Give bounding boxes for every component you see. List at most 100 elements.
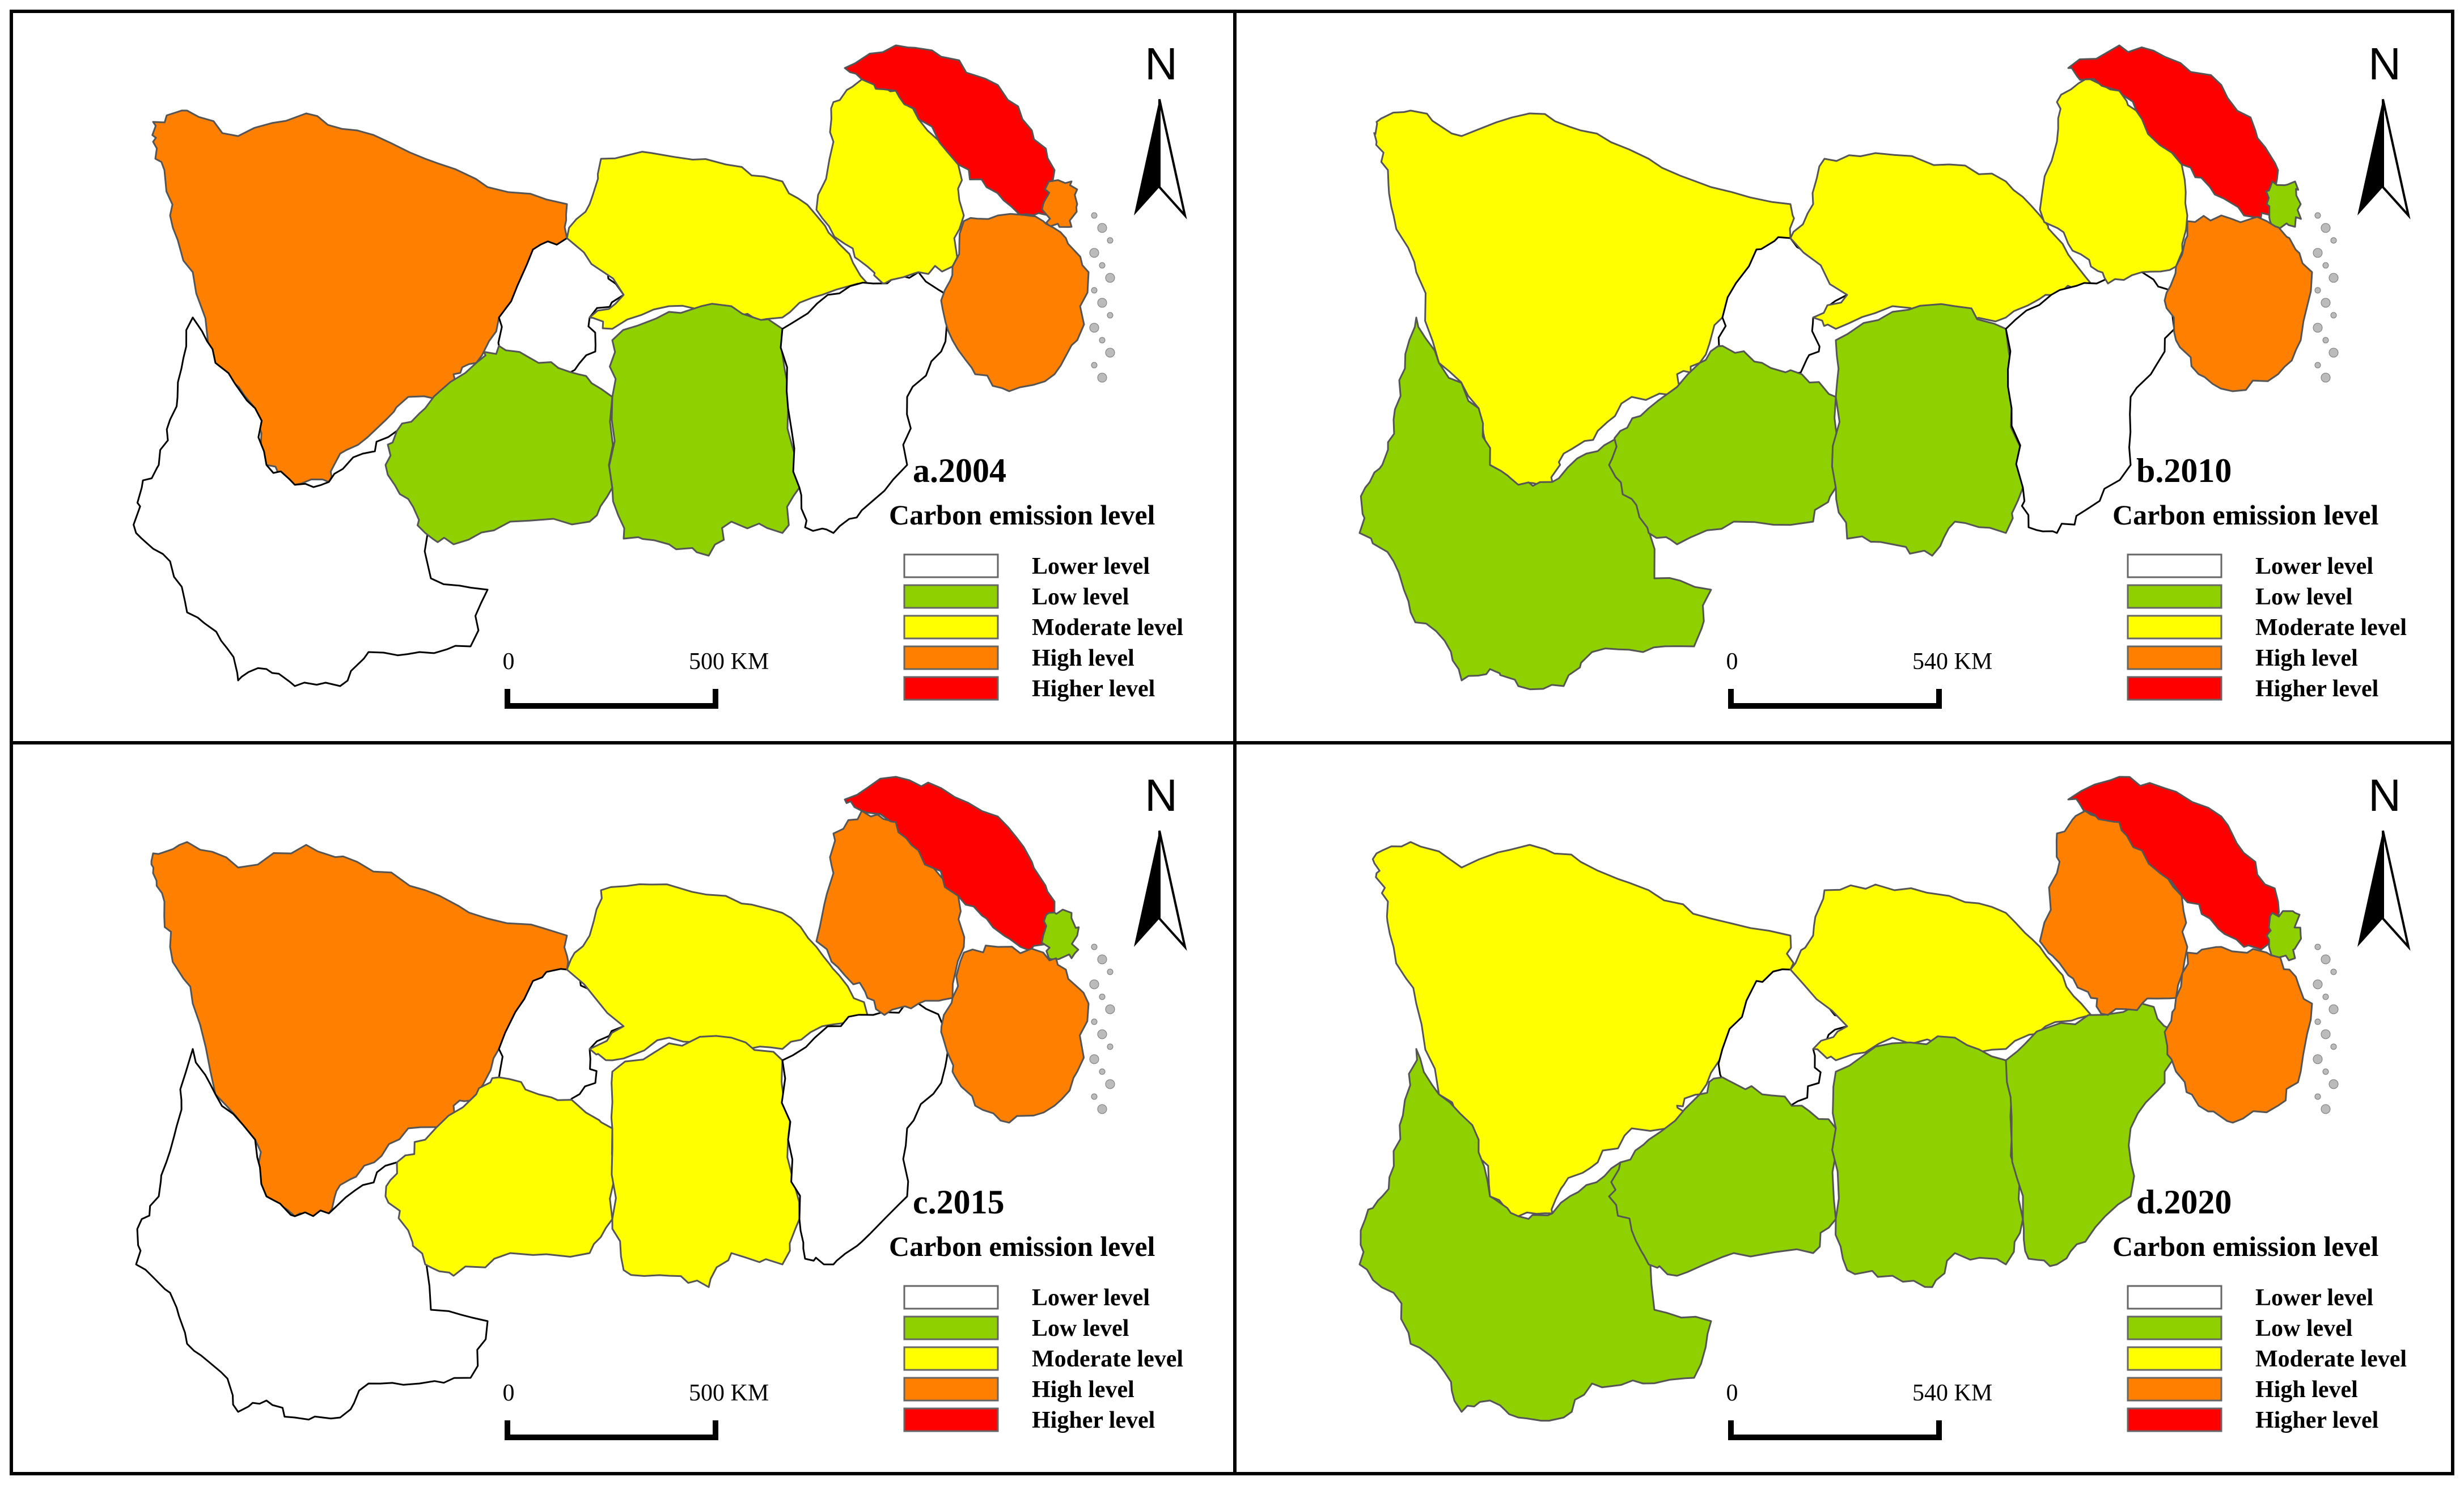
- region-anhui: [815, 78, 965, 285]
- scale-bar-line: [1728, 689, 1942, 709]
- panel-title: b.2010: [2136, 452, 2232, 489]
- region-zhejiang: [940, 213, 1090, 392]
- island: [1099, 337, 1106, 344]
- region-zhejiang: [940, 945, 1090, 1124]
- island: [2321, 373, 2331, 383]
- scale-start-label: 0: [503, 649, 515, 675]
- north-arrow: N: [1134, 39, 1187, 219]
- island: [1097, 223, 1107, 233]
- legend-swatch-higher: [2127, 1407, 2222, 1432]
- island: [1097, 1104, 1107, 1114]
- legend-swatch-lower: [2127, 1285, 2222, 1310]
- legend-swatch-higher: [903, 676, 999, 701]
- north-arrow-left-half: [1134, 831, 1159, 947]
- map-panel-a: Na.2004 Carbon emission level Lower level L…: [133, 39, 1187, 709]
- legend-swatch-high: [903, 1377, 999, 1402]
- scale-bar: 0 540 KM: [1726, 1380, 1992, 1440]
- north-arrow-right-half: [2382, 99, 2411, 219]
- island: [2328, 273, 2339, 283]
- north-arrow-right-half: [1158, 830, 1187, 951]
- legend-label-moderate: Moderate level: [2255, 1346, 2407, 1372]
- legend-swatch-lower: [2127, 553, 2222, 578]
- legend-label-lower: Lower level: [1032, 1285, 1150, 1311]
- scale-bar-line: [505, 1420, 718, 1440]
- north-arrow-right-half: [2382, 830, 2411, 951]
- island: [1089, 248, 1099, 258]
- island: [2328, 1079, 2339, 1089]
- legend-swatch-moderate: [903, 615, 999, 640]
- legend: Carbon emission level Lower level Low leve…: [2112, 1230, 2407, 1433]
- legend-swatch-moderate: [2127, 1346, 2222, 1371]
- legend-label-lower: Lower level: [2255, 553, 2373, 579]
- region-hunan: [1831, 1035, 2024, 1288]
- region-shanghai: [2266, 910, 2302, 962]
- region-hunan: [1831, 303, 2024, 557]
- legend-swatch-low: [2127, 584, 2222, 609]
- legend-swatch-low: [2127, 1315, 2222, 1340]
- island: [2330, 1043, 2337, 1050]
- scale-bar: 0 500 KM: [503, 1380, 769, 1440]
- region-guizhou: [1608, 1076, 1838, 1277]
- legend-swatch-high: [2127, 645, 2222, 670]
- panel-title: d.2020: [2136, 1183, 2232, 1221]
- region-zhejiang: [2164, 946, 2313, 1124]
- legend-swatch-lower: [903, 1285, 999, 1310]
- legend-label-high: High level: [2255, 645, 2358, 671]
- island: [1107, 312, 1114, 319]
- north-arrow-right-half: [1158, 99, 1187, 219]
- north-label: N: [1145, 770, 1178, 820]
- map-panel-b: Nb.2010 Carbon emission level Lower level L…: [1358, 39, 2411, 709]
- legend-swatch-high: [903, 645, 999, 670]
- legend-label-lower: Lower level: [2255, 1285, 2373, 1311]
- region-yunnan: [1358, 1048, 1712, 1422]
- panel-title: c.2015: [913, 1183, 1005, 1221]
- island: [2313, 979, 2323, 989]
- north-label: N: [2368, 39, 2401, 89]
- region-guizhou: [384, 1076, 617, 1277]
- island: [1099, 993, 1106, 1000]
- scale-end-label: 500 KM: [689, 649, 769, 675]
- legend-swatch-lower: [903, 553, 999, 578]
- north-arrow-left-half: [2357, 831, 2383, 947]
- island: [2313, 248, 2323, 258]
- island: [2328, 1004, 2339, 1014]
- scale-start-label: 0: [503, 1380, 515, 1406]
- scale-end-label: 540 KM: [1912, 1380, 1992, 1406]
- region-shanghai: [1041, 179, 1078, 228]
- legend-label-higher: Higher level: [1032, 676, 1155, 702]
- island: [1107, 968, 1114, 975]
- region-jiangsu: [844, 44, 1056, 217]
- island: [1099, 262, 1106, 269]
- island: [2321, 223, 2331, 233]
- legend-label-moderate: Moderate level: [1032, 1346, 1183, 1372]
- scale-start-label: 0: [1726, 1380, 1738, 1406]
- north-arrow-left-half: [1134, 99, 1159, 215]
- island: [1089, 1054, 1099, 1064]
- legend-label-higher: Higher level: [2255, 1407, 2378, 1433]
- scale-bar: 0 500 KM: [503, 649, 769, 709]
- legend-label-moderate: Moderate level: [2255, 615, 2407, 641]
- island: [1097, 954, 1107, 964]
- legend-swatch-low: [903, 1315, 999, 1340]
- island: [2314, 1093, 2321, 1100]
- map-panel-d: Nd.2020 Carbon emission level Lower level L…: [1358, 770, 2411, 1440]
- region-hunan: [608, 303, 801, 557]
- legend-label-higher: Higher level: [2255, 676, 2378, 702]
- region-sichuan: [1373, 109, 1795, 486]
- legend-label-high: High level: [2255, 1377, 2358, 1403]
- legend-title: Carbon emission level: [2112, 1230, 2379, 1262]
- region-jiangxi: [781, 1001, 954, 1266]
- legend-label-lower: Lower level: [1032, 553, 1150, 579]
- island: [2314, 944, 2321, 950]
- legend-title: Carbon emission level: [889, 1230, 1155, 1262]
- island: [1105, 348, 1115, 358]
- island: [1105, 273, 1115, 283]
- legend-label-low: Low level: [2255, 584, 2352, 610]
- scale-bar-line: [505, 689, 718, 709]
- legend-label-low: Low level: [2255, 1315, 2352, 1342]
- scale-bar: 0 540 KM: [1726, 649, 1992, 709]
- island: [1091, 1093, 1098, 1100]
- island: [2314, 212, 2321, 219]
- region-shanghai: [2265, 180, 2302, 231]
